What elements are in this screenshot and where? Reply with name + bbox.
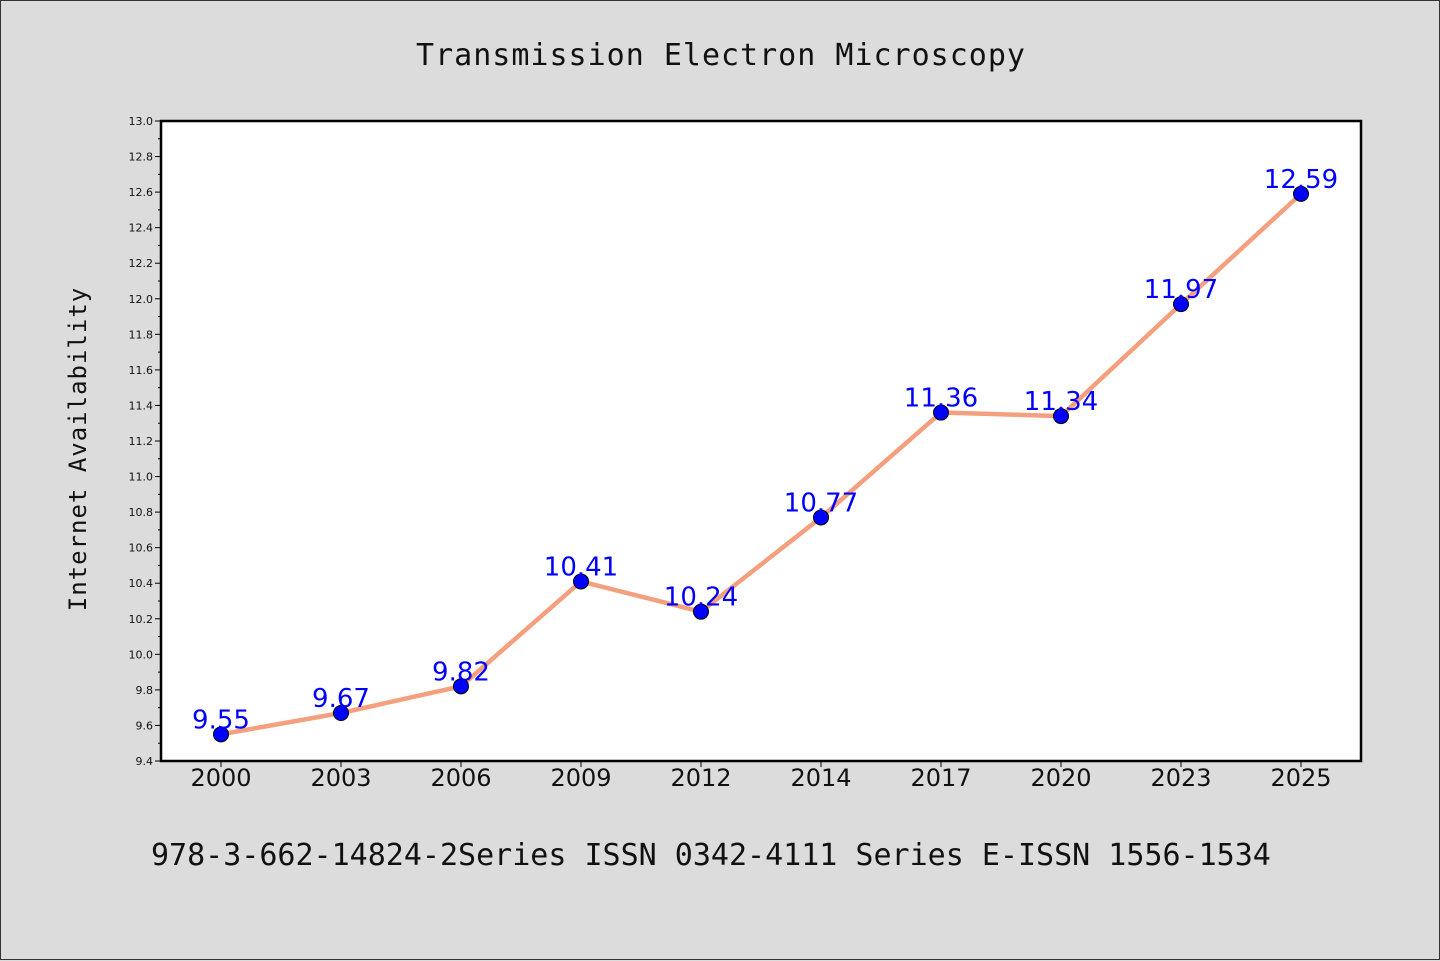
y-tick-label: 10.4 [129,577,154,590]
x-tick-label: 2006 [430,764,491,792]
data-label: 10.77 [784,488,858,518]
data-label: 9.82 [432,657,490,687]
data-point-marker [573,573,589,590]
y-tick-label: 11.2 [129,435,154,448]
chart-title: Transmission Electron Microscopy [416,38,1026,73]
series-layer: 9.55 9.67 9.82 10.41 10.24 10.77 11.36 11.34 11.… [192,165,1338,743]
data-point-marker [1293,185,1309,202]
x-tick-label: 2012 [670,764,731,792]
series-line [218,191,1304,737]
y-tick-label: 11.0 [129,471,154,484]
data-point-marker [813,509,829,526]
data-point-marker [453,678,469,695]
y-tick-label: 11.4 [129,399,154,412]
y-tick-label: 10.2 [129,613,154,626]
data-point-marker [1173,296,1189,313]
plot-area [161,121,1361,761]
plot-border [159,119,1363,763]
data-label: 10.24 [664,583,738,613]
y-tick-label: 12.2 [129,257,154,270]
footer-isbn-text: 978-3-662-14824-2Series ISSN 0342-4111 S… [151,838,1271,873]
y-tick-label: 9.6 [136,719,154,732]
y-tick-label: 10.0 [129,648,154,661]
data-point-marker [1053,408,1069,425]
y-tick-label: 11.8 [129,328,154,341]
x-tick-label: 2025 [1270,764,1331,792]
data-label: 11.97 [1144,275,1218,305]
x-tick-label: 2023 [1150,764,1211,792]
y-tick-label: 12.0 [129,293,154,306]
data-point-marker [693,603,709,620]
x-tick-label: 2020 [1030,764,1091,792]
y-tick-label: 12.6 [129,186,154,199]
y-tick-label: 12.4 [129,222,154,235]
data-label: 9.67 [312,684,370,714]
y-tick-label: 11.6 [129,364,154,377]
data-label: 11.34 [1024,387,1098,417]
axes: 9.4 9.6 9.8 10.0 10.2 10.4 10.6 10.8 11.0 11.2 11.… [129,115,1332,792]
y-tick-label: 9.8 [136,684,154,697]
data-point-marker [933,404,949,421]
data-point-marker [213,726,229,743]
data-point-marker [333,705,349,721]
y-tick-label: 10.6 [129,542,154,555]
x-tick-label: 2003 [310,764,371,792]
data-label: 10.41 [544,552,618,582]
x-tick-label: 2014 [790,764,851,792]
data-label: 11.36 [904,384,978,414]
y-tick-label: 12.8 [129,151,154,164]
y-tick-label: 10.8 [129,506,154,519]
y-tick-label: 13.0 [129,115,154,128]
x-tick-label: 2000 [190,764,251,792]
data-label: 9.55 [192,705,250,735]
data-label: 12.59 [1264,165,1338,195]
y-tick-label: 9.4 [136,755,154,768]
x-tick-label: 2009 [550,764,611,792]
x-tick-label: 2017 [910,764,971,792]
y-axis-label: Internet Availability [64,287,92,611]
